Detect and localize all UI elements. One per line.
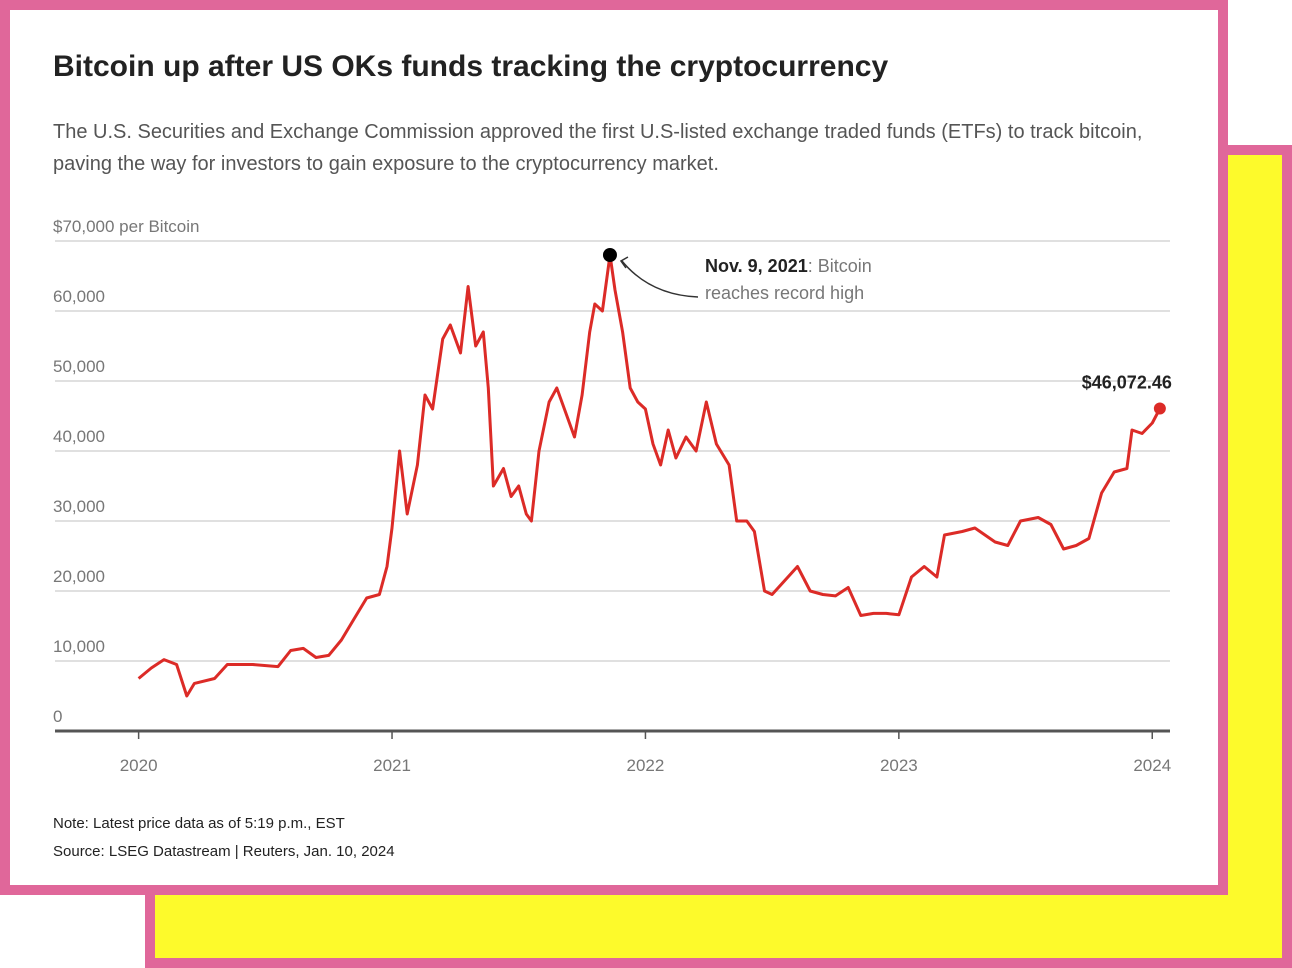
y-tick-label: 60,000 bbox=[53, 287, 105, 306]
card bbox=[0, 0, 1228, 895]
y-tick-label: 40,000 bbox=[53, 427, 105, 446]
plot-area: 0 10,000 20,000 30,000 40,000 50,000 60,000 $70… bbox=[53, 217, 1172, 775]
annotation-arrow bbox=[621, 260, 699, 298]
y-tick-label: 10,000 bbox=[53, 637, 105, 656]
chart-subtitle: The U.S. Securities and Exchange Commiss… bbox=[53, 121, 1143, 175]
x-tick-label: 2021 bbox=[373, 756, 411, 775]
y-tick-label: 50,000 bbox=[53, 357, 105, 376]
source: Source: LSEG Datastream | Reuters, Jan. … bbox=[53, 843, 395, 860]
annotation-point bbox=[602, 248, 617, 262]
x-tick-label: 2022 bbox=[627, 756, 665, 775]
y-tick-label: $70,000 per Bitcoin bbox=[53, 217, 200, 236]
price-line bbox=[137, 253, 1162, 698]
note: Note: Latest price data as of 5:19 p.m.,… bbox=[53, 815, 345, 832]
y-tick-label: 0 bbox=[53, 707, 62, 726]
arrow-head bbox=[619, 256, 629, 269]
chart-title: Bitcoin up after US OKs funds tracking t… bbox=[53, 50, 889, 83]
annotation-text: : Bitcoin reaches record high bbox=[705, 256, 872, 303]
end-point bbox=[1153, 402, 1166, 415]
y-tick-label: 30,000 bbox=[53, 497, 105, 516]
x-tick-label: 2024 bbox=[1133, 756, 1171, 775]
annotation-label: Nov. 9, 2021 bbox=[705, 256, 808, 276]
y-tick-label: 20,000 bbox=[53, 567, 105, 586]
annotation: Nov. 9, 2021: Bitcoin reaches record hig… bbox=[705, 253, 915, 307]
value-label: $46,072.46 bbox=[1082, 372, 1172, 392]
x-tick-label: 2023 bbox=[880, 756, 918, 775]
x-tick-label: 2020 bbox=[120, 756, 158, 775]
